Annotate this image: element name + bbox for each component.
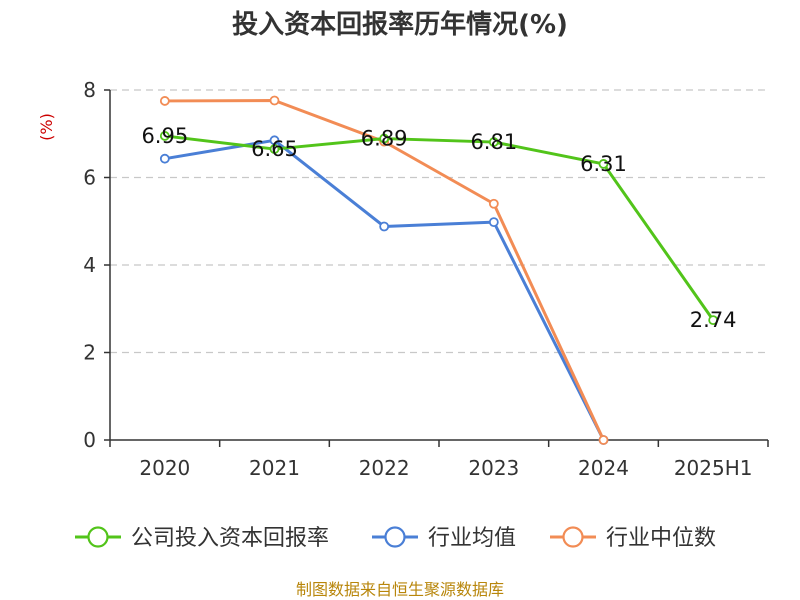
data-point	[159, 96, 170, 106]
data-label: 6.31	[580, 152, 627, 176]
x-tick-label: 2023	[468, 456, 519, 480]
legend-label: 公司投入资本回报率	[131, 526, 329, 551]
data-point	[598, 435, 609, 445]
y-tick-labels: 0 2 4 6 8	[83, 78, 96, 452]
chart-title: 投入资本回报率历年情况(%)	[232, 9, 568, 40]
data-point	[708, 315, 719, 326]
legend: 公司投入资本回报率 行业均值 行业中位数	[75, 526, 716, 551]
axes	[104, 89, 769, 447]
data-label: 6.89	[361, 127, 408, 151]
data-point	[598, 159, 609, 169]
x-tick-label: 2024	[578, 456, 629, 480]
y-tick-label: 2	[83, 341, 96, 365]
legend-marker	[87, 526, 109, 548]
x-tick-label: 2025H1	[674, 456, 753, 480]
data-point	[488, 137, 499, 147]
y-tick-label: 4	[83, 253, 96, 277]
legend-label: 行业均值	[428, 526, 516, 551]
legend-marker	[562, 526, 584, 548]
x-tick-label: 2021	[249, 456, 300, 480]
grid-lines	[110, 89, 768, 354]
data-point	[159, 153, 170, 164]
series-line-1	[164, 138, 605, 441]
data-point	[269, 144, 280, 154]
data-label: 2.74	[690, 308, 737, 332]
data-point	[159, 131, 170, 141]
data-point	[379, 221, 390, 232]
y-tick-label: 0	[83, 428, 96, 452]
y-axis-unit: (%)	[37, 113, 56, 141]
series-lines	[159, 95, 719, 445]
data-point	[269, 95, 280, 106]
source-note: 制图数据来自恒生聚源数据库	[296, 580, 504, 599]
data-labels: 6.95 6.65 6.89 6.81 6.31 2.74	[141, 124, 736, 332]
data-point	[488, 198, 499, 209]
x-tick-labels: 2020 2021 2022 2023 2024 2025H1	[139, 456, 752, 480]
y-tick-label: 8	[83, 78, 96, 102]
data-label: 6.95	[141, 124, 188, 148]
x-tick-label: 2020	[139, 456, 190, 480]
data-point	[379, 133, 390, 144]
series-line-0	[164, 134, 715, 321]
data-label: 6.65	[251, 137, 298, 161]
legend-label: 行业中位数	[606, 526, 716, 551]
data-label: 6.81	[470, 130, 517, 154]
legend-marker	[384, 526, 406, 548]
y-tick-label: 6	[83, 166, 96, 190]
x-tick-label: 2022	[359, 456, 410, 480]
data-point	[488, 217, 499, 228]
